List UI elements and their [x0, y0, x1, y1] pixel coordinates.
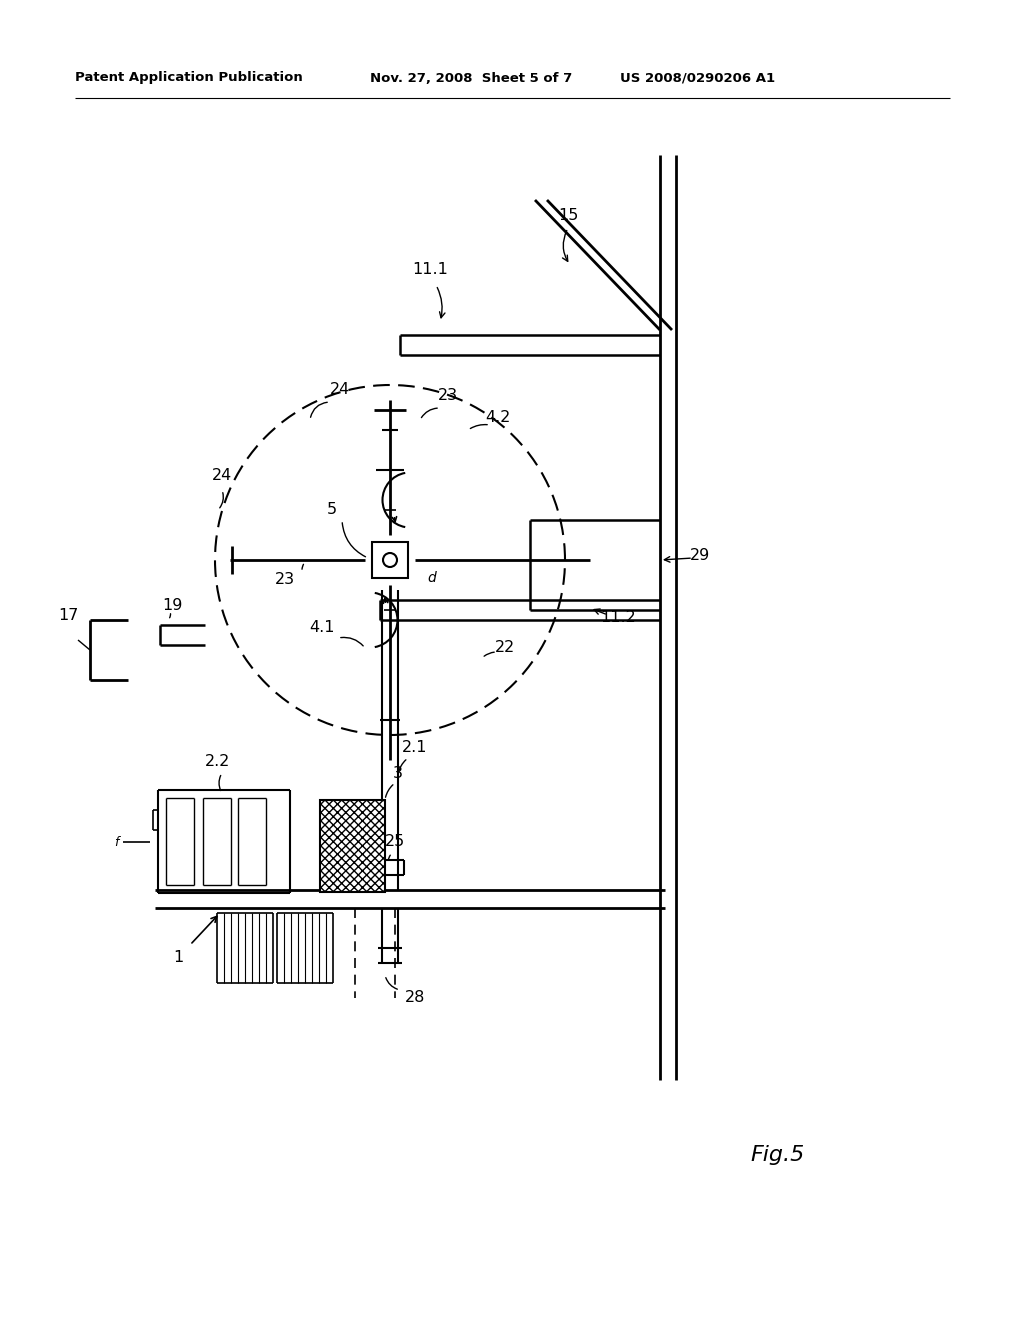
Text: 5: 5	[327, 503, 337, 517]
Text: 11.1: 11.1	[412, 263, 447, 277]
Text: Patent Application Publication: Patent Application Publication	[75, 71, 303, 84]
Polygon shape	[319, 800, 385, 892]
Polygon shape	[372, 543, 408, 578]
Text: 15: 15	[558, 207, 579, 223]
Text: 24: 24	[212, 467, 232, 483]
Text: 2.2: 2.2	[206, 755, 230, 770]
Text: 4.2: 4.2	[485, 411, 511, 425]
Text: 11.2: 11.2	[600, 610, 636, 626]
Text: 17: 17	[57, 607, 78, 623]
Text: d: d	[428, 572, 436, 585]
Text: 25: 25	[385, 834, 406, 850]
Text: 4.1: 4.1	[309, 620, 335, 635]
Text: 28: 28	[404, 990, 425, 1006]
Text: 23: 23	[274, 573, 295, 587]
Text: 3: 3	[393, 766, 403, 780]
Text: US 2008/0290206 A1: US 2008/0290206 A1	[620, 71, 775, 84]
Text: Fig.5: Fig.5	[750, 1144, 804, 1166]
Text: f: f	[114, 836, 118, 849]
Text: 19: 19	[162, 598, 182, 612]
Text: Nov. 27, 2008  Sheet 5 of 7: Nov. 27, 2008 Sheet 5 of 7	[370, 71, 572, 84]
Text: 2.1: 2.1	[402, 741, 428, 755]
Text: 29: 29	[690, 548, 710, 562]
Text: 1: 1	[173, 950, 183, 965]
Text: 24: 24	[330, 383, 350, 397]
Circle shape	[383, 553, 397, 568]
Text: 22: 22	[495, 640, 515, 656]
Text: 23: 23	[438, 388, 458, 403]
